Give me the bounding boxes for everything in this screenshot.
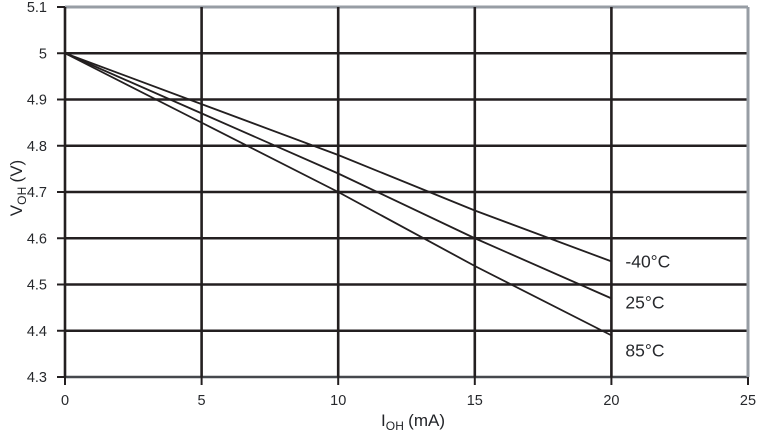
x-tick-label: 0 [61, 393, 69, 409]
x-axis-title-subscript: OH [385, 419, 405, 433]
series-label-1: 25°C [625, 292, 664, 312]
y-tick-label: 4.4 [27, 324, 47, 340]
y-tick-label: 4.5 [27, 278, 47, 294]
x-axis-title: IOH (mA) [318, 411, 508, 433]
y-tick-label: 4.3 [27, 370, 47, 386]
y-axis-title-base: V [7, 204, 26, 217]
y-tick-label: 4.8 [27, 139, 47, 155]
y-axis-title: VOH (V) [7, 132, 31, 244]
y-tick-label: 4.9 [27, 93, 47, 109]
x-tick-label: 5 [198, 393, 206, 409]
x-axis-title-base: I [381, 411, 386, 430]
series-line-2 [64, 52, 612, 337]
y-tick-label: 5 [39, 46, 47, 62]
y-axis-title-unit: (V) [7, 159, 26, 183]
y-tick-label: 4.6 [27, 231, 47, 247]
x-axis-title-unit: (mA) [408, 411, 445, 430]
x-tick-label: 25 [740, 393, 756, 409]
series-line-1 [64, 52, 612, 300]
y-axis-title-subscript: OH [15, 186, 29, 205]
x-tick-label: 20 [603, 393, 619, 409]
series-line-0 [64, 52, 612, 263]
x-tick-label: 10 [330, 393, 346, 409]
series-label-0: -40°C [625, 251, 670, 271]
x-tick-label: 15 [467, 393, 483, 409]
y-tick-label: 5.1 [27, 0, 47, 16]
y-tick-label: 4.7 [27, 185, 47, 201]
series-label-2: 85°C [625, 340, 664, 360]
